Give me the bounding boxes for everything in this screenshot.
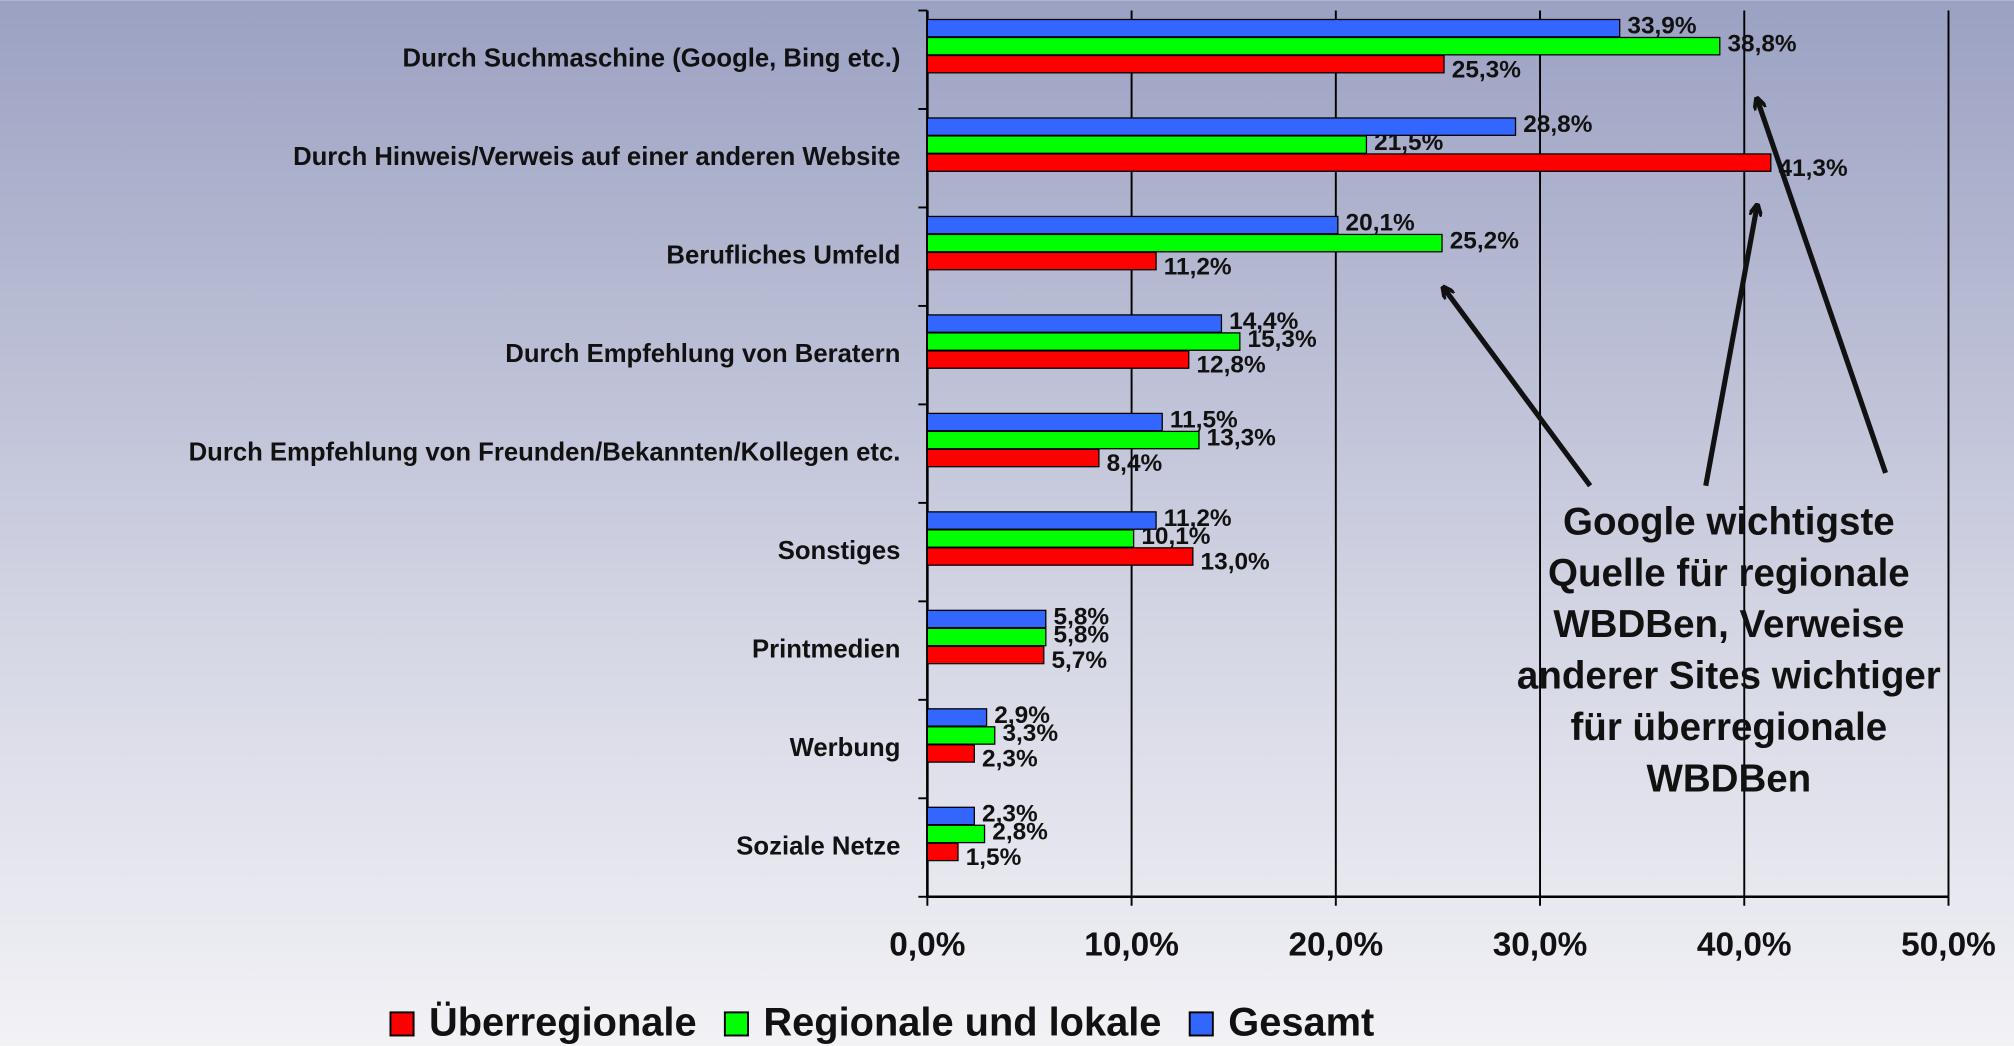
data-label: 2,8%: [992, 818, 1048, 845]
data-label: 12,8%: [1196, 352, 1265, 379]
data-label: 20,1%: [1346, 210, 1415, 237]
x-tick-label: 50,0%: [1901, 927, 1996, 964]
annotation-line: WBDBen, Verweise: [1553, 603, 1904, 646]
bar: [926, 314, 1223, 333]
data-label: 25,2%: [1450, 228, 1519, 255]
bar: [926, 708, 988, 727]
y-tick-label: Durch Empfehlung von Freunden/Bekannten/…: [189, 438, 901, 466]
bar: [926, 806, 975, 826]
y-tick-label: Soziale Netze: [736, 832, 900, 860]
bar: [926, 627, 1047, 647]
x-tick-label: 40,0%: [1697, 927, 1792, 964]
data-label: 2,9%: [994, 702, 1050, 729]
data-label: 38,8%: [1727, 31, 1796, 58]
bar: [926, 726, 996, 745]
arrows: [1444, 99, 1888, 488]
bar: [926, 215, 1339, 235]
y-tick-label: Durch Hinweis/Verweis auf einer anderen …: [293, 143, 900, 171]
data-label: 2,3%: [982, 800, 1038, 827]
legend-label: Regionale und lokale: [763, 1001, 1161, 1045]
bar: [926, 547, 1194, 566]
bar: [926, 511, 1157, 530]
bar: [926, 36, 1721, 56]
x-tick-label: 0,0%: [889, 927, 965, 964]
bar: [926, 350, 1190, 369]
legend-label: Überregionale: [429, 1000, 697, 1045]
bar: [926, 251, 1157, 271]
y-tick-label: Werbung: [790, 734, 901, 762]
legend: Überregionale Regionale und lokale Gesamt: [389, 1000, 1374, 1045]
data-label: 15,3%: [1248, 326, 1317, 353]
data-label: 2,3%: [982, 746, 1038, 773]
bar: [926, 332, 1241, 351]
annotation-line: für überregionale: [1570, 706, 1887, 749]
annotation-line: anderer Sites wichtiger: [1517, 655, 1941, 698]
data-label: 41,3%: [1779, 155, 1848, 182]
bar: [926, 233, 1443, 253]
data-label: 5,8%: [1054, 621, 1110, 648]
y-tick-label: Durch Suchmaschine (Google, Bing etc.): [403, 45, 901, 73]
data-label: 28,8%: [1523, 111, 1592, 138]
x-tick-label: 10,0%: [1084, 927, 1179, 964]
annotation: Google wichtigste Quelle für regionale WBD…: [1517, 500, 1941, 800]
bar: [926, 153, 1772, 172]
y-tick-label: Printmedien: [752, 635, 900, 663]
bar: [926, 744, 975, 763]
bar: [926, 54, 1445, 74]
data-label: 11,5%: [1170, 407, 1238, 434]
bar: [926, 609, 1047, 629]
bar: [926, 412, 1163, 432]
bar: [926, 135, 1368, 154]
legend-swatch: [1188, 1011, 1214, 1037]
data-label: 13,3%: [1207, 425, 1276, 452]
data-label: 8,4%: [1107, 450, 1163, 477]
bar: [926, 117, 1517, 136]
annotation-line: Quelle für regionale: [1548, 552, 1910, 595]
y-tick-label: Durch Empfehlung von Beratern: [505, 340, 900, 368]
bar: [926, 529, 1135, 548]
arrow: [1444, 288, 1593, 488]
y-tick-label: Berufliches Umfeld: [666, 241, 900, 269]
data-label: 11,2%: [1164, 253, 1232, 280]
data-label: 3,3%: [1002, 720, 1058, 747]
data-label: 33,9%: [1627, 13, 1696, 40]
plot-area: 0,0% 10,0% 20,0% 30,0% 40,0% 50,0% Durch Suchm…: [189, 9, 1996, 964]
bar: [926, 645, 1045, 665]
legend-swatch: [723, 1011, 749, 1037]
arrow: [1757, 99, 1888, 474]
annotation-line: Google wichtigste: [1563, 500, 1895, 543]
legend-label: Gesamt: [1228, 1001, 1374, 1045]
annotation-line: WBDBen: [1646, 757, 1811, 800]
bar: [926, 448, 1100, 468]
data-label: 5,8%: [1054, 604, 1110, 631]
data-label: 13,0%: [1201, 549, 1270, 576]
x-tick-label: 20,0%: [1288, 927, 1383, 964]
data-label: 14,4%: [1229, 308, 1298, 335]
data-label: 25,3%: [1452, 56, 1521, 83]
data-label: 1,5%: [966, 844, 1022, 871]
y-tick-label: Sonstiges: [778, 537, 901, 565]
data-label: 11,2%: [1164, 505, 1232, 532]
bar: [926, 842, 959, 862]
legend-swatch: [389, 1011, 415, 1037]
x-tick-label: 30,0%: [1493, 927, 1588, 964]
bar: [926, 430, 1200, 450]
data-label: 5,7%: [1051, 647, 1107, 674]
arrow: [1703, 206, 1757, 487]
bar: [926, 824, 986, 844]
bar: [926, 18, 1621, 38]
